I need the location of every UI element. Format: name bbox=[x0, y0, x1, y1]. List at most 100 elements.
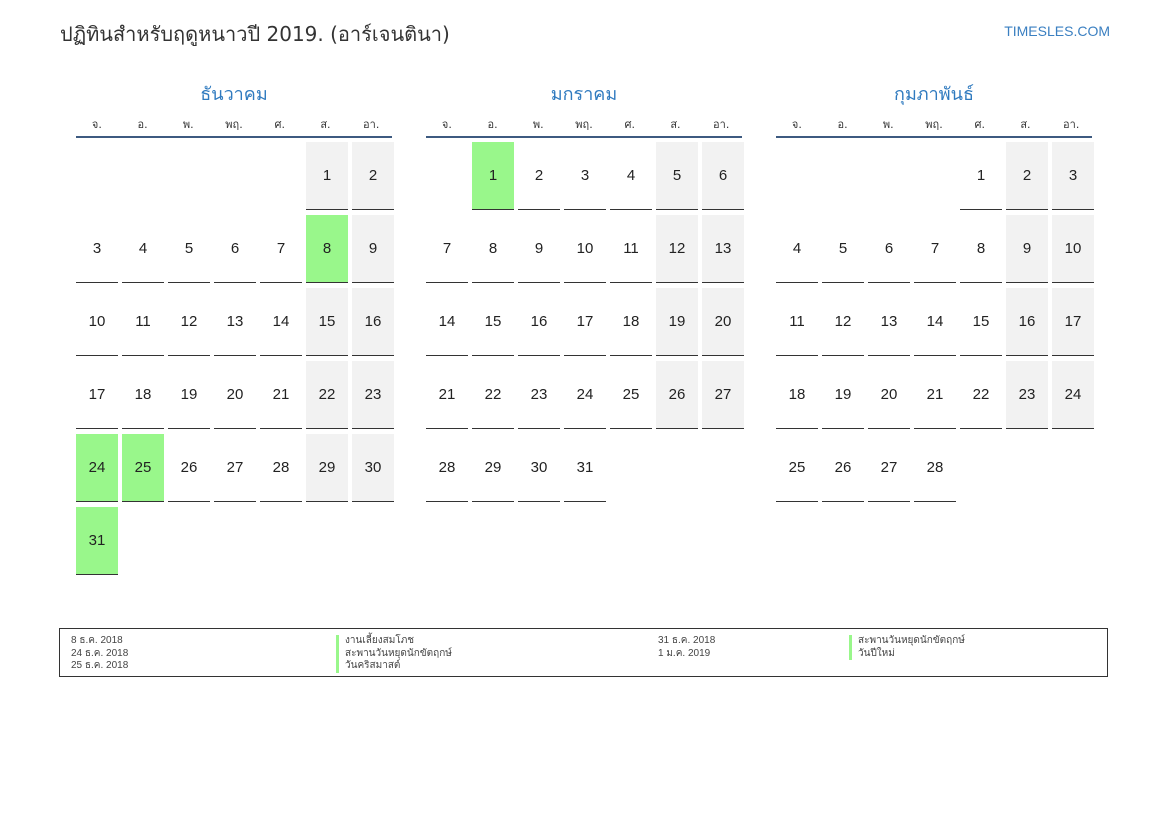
holiday-day-cell[interactable]: 8 bbox=[306, 215, 348, 283]
day-cell[interactable]: 11 bbox=[122, 288, 164, 356]
day-cell[interactable]: 20 bbox=[214, 361, 256, 429]
weekday-header: จ. อ. พ. พฤ. ศ. ส. อา. bbox=[76, 114, 392, 138]
day-cell[interactable]: 16 bbox=[518, 288, 560, 356]
day-cell[interactable]: 12 bbox=[656, 215, 698, 283]
empty-cell bbox=[868, 142, 910, 210]
day-cell[interactable]: 8 bbox=[960, 215, 1002, 283]
day-cell[interactable]: 1 bbox=[306, 142, 348, 210]
day-cell[interactable]: 23 bbox=[352, 361, 394, 429]
day-cell[interactable]: 26 bbox=[656, 361, 698, 429]
day-cell[interactable]: 4 bbox=[776, 215, 818, 283]
day-cell[interactable]: 25 bbox=[776, 434, 818, 502]
day-cell[interactable]: 2 bbox=[352, 142, 394, 210]
day-cell[interactable]: 6 bbox=[214, 215, 256, 283]
day-cell[interactable]: 7 bbox=[260, 215, 302, 283]
day-cell[interactable]: 3 bbox=[1052, 142, 1094, 210]
day-cell[interactable]: 11 bbox=[610, 215, 652, 283]
day-cell[interactable]: 18 bbox=[610, 288, 652, 356]
day-cell[interactable]: 5 bbox=[168, 215, 210, 283]
day-cell[interactable]: 9 bbox=[1006, 215, 1048, 283]
day-cell[interactable]: 29 bbox=[306, 434, 348, 502]
day-cell[interactable]: 30 bbox=[352, 434, 394, 502]
day-cell[interactable]: 7 bbox=[914, 215, 956, 283]
day-cell[interactable]: 16 bbox=[1006, 288, 1048, 356]
day-cell[interactable]: 26 bbox=[168, 434, 210, 502]
day-cell[interactable]: 28 bbox=[260, 434, 302, 502]
day-cell[interactable]: 9 bbox=[352, 215, 394, 283]
day-cell[interactable]: 21 bbox=[426, 361, 468, 429]
day-cell[interactable]: 14 bbox=[914, 288, 956, 356]
day-cell[interactable]: 6 bbox=[702, 142, 744, 210]
day-cell[interactable]: 3 bbox=[76, 215, 118, 283]
holiday-day-cell[interactable]: 31 bbox=[76, 507, 118, 575]
month-december: ธันวาคม จ. อ. พ. พฤ. ศ. ส. อา. 1 2 3 4 5 6 7 8 9 10 11 12… bbox=[76, 82, 394, 575]
site-link[interactable]: TIMESLES.COM bbox=[1004, 23, 1110, 39]
day-cell[interactable]: 2 bbox=[1006, 142, 1048, 210]
day-cell[interactable]: 13 bbox=[702, 215, 744, 283]
weekday-label: ศ. bbox=[974, 118, 985, 131]
day-cell[interactable]: 19 bbox=[822, 361, 864, 429]
weekday-label: อา. bbox=[363, 118, 380, 131]
day-cell[interactable]: 16 bbox=[352, 288, 394, 356]
day-cell[interactable]: 22 bbox=[472, 361, 514, 429]
day-cell[interactable]: 2 bbox=[518, 142, 560, 210]
day-cell[interactable]: 23 bbox=[1006, 361, 1048, 429]
empty-cell bbox=[76, 142, 118, 210]
day-cell[interactable]: 27 bbox=[868, 434, 910, 502]
day-cell[interactable]: 17 bbox=[76, 361, 118, 429]
day-cell[interactable]: 28 bbox=[914, 434, 956, 502]
day-cell[interactable]: 19 bbox=[168, 361, 210, 429]
holiday-day-cell[interactable]: 25 bbox=[122, 434, 164, 502]
day-cell[interactable]: 14 bbox=[260, 288, 302, 356]
empty-cell bbox=[426, 142, 468, 210]
day-cell[interactable]: 24 bbox=[564, 361, 606, 429]
day-cell[interactable]: 27 bbox=[702, 361, 744, 429]
day-cell[interactable]: 8 bbox=[472, 215, 514, 283]
day-cell[interactable]: 20 bbox=[702, 288, 744, 356]
day-cell[interactable]: 22 bbox=[960, 361, 1002, 429]
day-cell[interactable]: 4 bbox=[122, 215, 164, 283]
day-cell[interactable]: 15 bbox=[306, 288, 348, 356]
day-cell[interactable]: 28 bbox=[426, 434, 468, 502]
holiday-day-cell[interactable]: 1 bbox=[472, 142, 514, 210]
day-cell[interactable]: 26 bbox=[822, 434, 864, 502]
day-cell[interactable]: 23 bbox=[518, 361, 560, 429]
holiday-day-cell[interactable]: 24 bbox=[76, 434, 118, 502]
day-cell[interactable]: 5 bbox=[656, 142, 698, 210]
day-cell[interactable]: 5 bbox=[822, 215, 864, 283]
day-cell[interactable]: 15 bbox=[960, 288, 1002, 356]
day-cell[interactable]: 31 bbox=[564, 434, 606, 502]
day-cell[interactable]: 14 bbox=[426, 288, 468, 356]
day-cell[interactable]: 17 bbox=[1052, 288, 1094, 356]
day-cell[interactable]: 18 bbox=[776, 361, 818, 429]
day-cell[interactable]: 15 bbox=[472, 288, 514, 356]
day-cell[interactable]: 3 bbox=[564, 142, 606, 210]
day-cell[interactable]: 21 bbox=[260, 361, 302, 429]
day-cell[interactable]: 7 bbox=[426, 215, 468, 283]
day-cell[interactable]: 11 bbox=[776, 288, 818, 356]
day-cell[interactable]: 4 bbox=[610, 142, 652, 210]
day-cell[interactable]: 21 bbox=[914, 361, 956, 429]
day-cell[interactable]: 1 bbox=[960, 142, 1002, 210]
day-cell[interactable]: 22 bbox=[306, 361, 348, 429]
day-cell[interactable]: 9 bbox=[518, 215, 560, 283]
day-cell[interactable]: 10 bbox=[564, 215, 606, 283]
day-cell[interactable]: 10 bbox=[1052, 215, 1094, 283]
day-cell[interactable]: 27 bbox=[214, 434, 256, 502]
day-cell[interactable]: 20 bbox=[868, 361, 910, 429]
day-cell[interactable]: 18 bbox=[122, 361, 164, 429]
day-cell[interactable]: 12 bbox=[168, 288, 210, 356]
weekday-header: จ. อ. พ. พฤ. ศ. ส. อา. bbox=[426, 114, 742, 138]
day-cell[interactable]: 13 bbox=[214, 288, 256, 356]
day-cell[interactable]: 12 bbox=[822, 288, 864, 356]
day-cell[interactable]: 29 bbox=[472, 434, 514, 502]
day-cell[interactable]: 25 bbox=[610, 361, 652, 429]
day-cell[interactable]: 30 bbox=[518, 434, 560, 502]
day-cell[interactable]: 10 bbox=[76, 288, 118, 356]
day-cell[interactable]: 6 bbox=[868, 215, 910, 283]
day-cell[interactable]: 17 bbox=[564, 288, 606, 356]
day-cell[interactable]: 19 bbox=[656, 288, 698, 356]
day-cell[interactable]: 24 bbox=[1052, 361, 1094, 429]
day-cell[interactable]: 13 bbox=[868, 288, 910, 356]
legend-date: 8 ธ.ค. 2018 bbox=[71, 635, 123, 646]
